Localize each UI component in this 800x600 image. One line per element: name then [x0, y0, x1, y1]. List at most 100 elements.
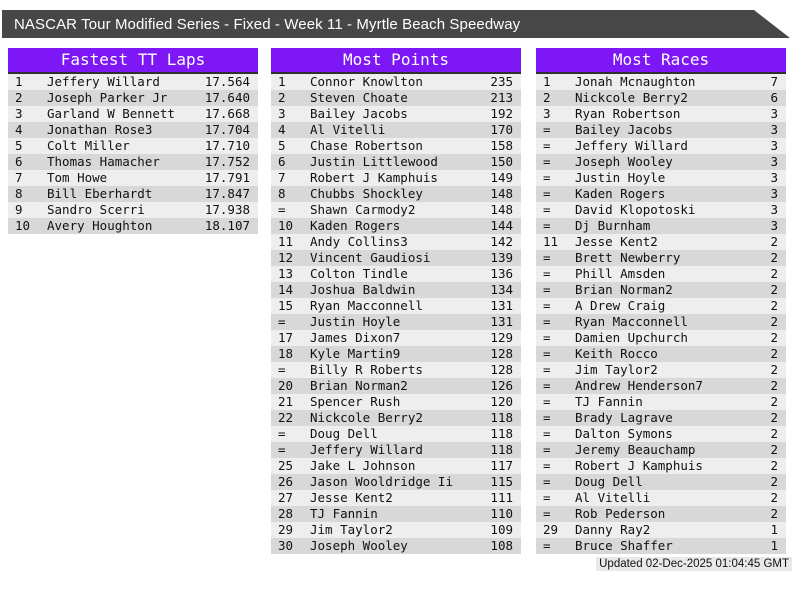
- rank-cell: =: [543, 410, 551, 425]
- value-cell: 2: [770, 234, 778, 249]
- value-cell: 150: [490, 154, 513, 169]
- rank-cell: 6: [278, 154, 286, 169]
- driver-name-cell: Jeffery Willard: [575, 138, 688, 153]
- value-cell: 148: [490, 202, 513, 217]
- driver-name-cell: Ryan Robertson: [575, 106, 681, 121]
- value-cell: 18.107: [204, 218, 250, 233]
- driver-name-cell: Jesse Kent2: [575, 234, 658, 249]
- table-row: = Bruce Shaffer 1: [536, 538, 786, 554]
- value-cell: 120: [490, 394, 513, 409]
- driver-name-cell: Colton Tindle: [310, 266, 408, 281]
- driver-name-cell: Steven Choate: [310, 90, 408, 105]
- most-points-header: Most Points: [271, 48, 521, 74]
- value-cell: 192: [490, 106, 513, 121]
- table-row: 17 James Dixon7 129: [271, 330, 521, 346]
- driver-name-cell: Shawn Carmody2: [310, 202, 416, 217]
- rank-cell: 4: [278, 122, 286, 137]
- rank-cell: =: [543, 426, 551, 441]
- driver-name-cell: Sandro Scerri: [47, 202, 145, 217]
- table-row: = Justin Hoyle 3: [536, 170, 786, 186]
- table-row: = Jim Taylor2 2: [536, 362, 786, 378]
- value-cell: 17.704: [204, 122, 250, 137]
- rank-cell: =: [543, 186, 551, 201]
- table-row: 13 Colton Tindle 136: [271, 266, 521, 282]
- rank-cell: =: [543, 474, 551, 489]
- rank-cell: 6: [15, 154, 23, 169]
- value-cell: 111: [490, 490, 513, 505]
- driver-name-cell: Vincent Gaudiosi: [310, 250, 431, 265]
- table-row: 5 Chase Robertson 158: [271, 138, 521, 154]
- table-row: 7 Tom Howe 17.791: [8, 170, 258, 186]
- rank-cell: 20: [278, 378, 294, 393]
- rank-cell: 12: [278, 250, 294, 265]
- table-row: 10 Avery Houghton 18.107: [8, 218, 258, 234]
- rank-cell: 2: [543, 90, 551, 105]
- driver-name-cell: Bailey Jacobs: [310, 106, 408, 121]
- value-cell: 149: [490, 170, 513, 185]
- rank-cell: =: [543, 298, 551, 313]
- table-row: = Phill Amsden 2: [536, 266, 786, 282]
- fastest-tt-laps-table: Fastest TT Laps 1 Jeffery Willard 17.564 2 J…: [8, 48, 258, 234]
- driver-name-cell: Joseph Wooley: [575, 154, 673, 169]
- rank-cell: =: [543, 218, 551, 233]
- rank-cell: 10: [278, 218, 294, 233]
- rank-cell: =: [543, 506, 551, 521]
- rank-cell: 8: [15, 186, 23, 201]
- driver-name-cell: Al Vitelli: [310, 122, 386, 137]
- driver-name-cell: Ryan Macconnell: [575, 314, 688, 329]
- table-row: 3 Ryan Robertson 3: [536, 106, 786, 122]
- value-cell: 118: [490, 442, 513, 457]
- value-cell: 7: [770, 74, 778, 89]
- driver-name-cell: Connor Knowlton: [310, 74, 423, 89]
- rank-cell: =: [278, 202, 286, 217]
- value-cell: 129: [490, 330, 513, 345]
- table-row: 8 Bill Eberhardt 17.847: [8, 186, 258, 202]
- rank-cell: =: [543, 314, 551, 329]
- value-cell: 2: [770, 266, 778, 281]
- rank-cell: =: [543, 362, 551, 377]
- driver-name-cell: Andy Collins3: [310, 234, 408, 249]
- driver-name-cell: Andrew Henderson7: [575, 378, 703, 393]
- driver-name-cell: Bill Eberhardt: [47, 186, 153, 201]
- rank-cell: =: [543, 154, 551, 169]
- value-cell: 136: [490, 266, 513, 281]
- most-races-rows: 1 Jonah Mcnaughton 7 2 Nickcole Berry2 6 3 Ryan…: [536, 74, 786, 554]
- value-cell: 17.668: [204, 106, 250, 121]
- table-row: = Billy R Roberts 128: [271, 362, 521, 378]
- driver-name-cell: Joseph Parker Jr: [47, 90, 168, 105]
- driver-name-cell: David Klopotoski: [575, 202, 696, 217]
- table-row: 1 Jeffery Willard 17.564: [8, 74, 258, 90]
- rank-cell: =: [543, 170, 551, 185]
- most-races-table: Most Races 1 Jonah Mcnaughton 7 2 Nickcole B…: [536, 48, 786, 554]
- table-row: 21 Spencer Rush 120: [271, 394, 521, 410]
- value-cell: 2: [770, 506, 778, 521]
- rank-cell: 11: [543, 234, 559, 249]
- driver-name-cell: James Dixon7: [310, 330, 401, 345]
- value-cell: 2: [770, 282, 778, 297]
- value-cell: 131: [490, 298, 513, 313]
- driver-name-cell: Colt Miller: [47, 138, 130, 153]
- driver-name-cell: Nickcole Berry2: [575, 90, 688, 105]
- driver-name-cell: Doug Dell: [310, 426, 378, 441]
- rank-cell: 21: [278, 394, 294, 409]
- table-row: 14 Joshua Baldwin 134: [271, 282, 521, 298]
- table-row: 29 Jim Taylor2 109: [271, 522, 521, 538]
- table-row: 30 Joseph Wooley 108: [271, 538, 521, 554]
- table-row: 7 Robert J Kamphuis 149: [271, 170, 521, 186]
- driver-name-cell: Joshua Baldwin: [310, 282, 416, 297]
- value-cell: 2: [770, 410, 778, 425]
- rank-cell: 17: [278, 330, 294, 345]
- fastest-tt-laps-rows: 1 Jeffery Willard 17.564 2 Joseph Parker Jr 1…: [8, 74, 258, 234]
- page-title: NASCAR Tour Modified Series - Fixed - We…: [14, 15, 521, 33]
- value-cell: 158: [490, 138, 513, 153]
- driver-name-cell: Justin Hoyle: [310, 314, 401, 329]
- rank-cell: 1: [543, 74, 551, 89]
- driver-name-cell: Dalton Symons: [575, 426, 673, 441]
- rank-cell: 29: [543, 522, 559, 537]
- driver-name-cell: Danny Ray2: [575, 522, 651, 537]
- rank-cell: =: [543, 282, 551, 297]
- driver-name-cell: Tom Howe: [47, 170, 108, 185]
- table-row: 25 Jake L Johnson 117: [271, 458, 521, 474]
- rank-cell: 4: [15, 122, 23, 137]
